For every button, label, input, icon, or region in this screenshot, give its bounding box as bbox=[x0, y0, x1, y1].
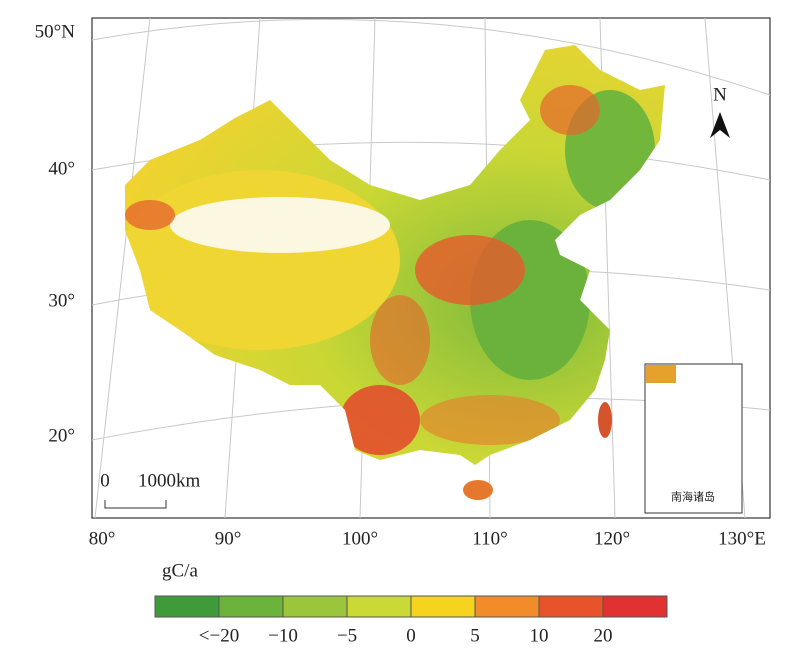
lat-label: 20° bbox=[48, 425, 75, 446]
lon-label: 80° bbox=[89, 528, 116, 549]
legend-unit: gC/a bbox=[162, 560, 198, 581]
legend-label: −10 bbox=[268, 625, 298, 646]
legend-label: 20 bbox=[594, 625, 613, 646]
lon-label: 90° bbox=[215, 528, 242, 549]
legend-label: −5 bbox=[337, 625, 357, 646]
lon-label: 110° bbox=[472, 528, 507, 549]
hainan bbox=[463, 480, 493, 500]
scale-bar bbox=[104, 500, 167, 509]
legend-swatch bbox=[218, 595, 284, 618]
legend-swatch bbox=[410, 595, 476, 618]
legend-label: <−20 bbox=[199, 625, 239, 646]
lat-label: 50°N bbox=[35, 21, 76, 42]
inset-frame bbox=[644, 363, 743, 514]
lat-labels: 50°N 40° 30° 20° bbox=[35, 21, 76, 446]
legend-label: 0 bbox=[406, 625, 416, 646]
lon-label: 130°E bbox=[718, 528, 766, 549]
legend-swatch bbox=[346, 595, 412, 618]
north-label: N bbox=[713, 84, 727, 105]
inset-land bbox=[646, 365, 676, 383]
taiwan bbox=[598, 402, 612, 438]
legend-label: 5 bbox=[470, 625, 480, 646]
scale-start: 0 bbox=[100, 470, 110, 491]
lon-label: 100° bbox=[342, 528, 378, 549]
lon-label: 120° bbox=[594, 528, 630, 549]
inset-label: 南海诸岛 bbox=[671, 490, 715, 504]
lon-labels: 80° 90° 100° 110° 120° 130°E bbox=[89, 528, 766, 549]
legend: <−20 −10 −5 0 5 10 20 bbox=[154, 595, 668, 646]
lat-label: 30° bbox=[48, 290, 75, 311]
legend-swatch bbox=[154, 595, 220, 618]
lat-label: 40° bbox=[48, 158, 75, 179]
legend-label: 10 bbox=[530, 625, 549, 646]
north-arrow bbox=[710, 112, 730, 138]
scale-length: 1000km bbox=[138, 470, 201, 491]
legend-swatch bbox=[538, 595, 604, 618]
legend-swatch bbox=[282, 595, 348, 618]
legend-swatch bbox=[602, 595, 668, 618]
legend-swatch bbox=[474, 595, 540, 618]
